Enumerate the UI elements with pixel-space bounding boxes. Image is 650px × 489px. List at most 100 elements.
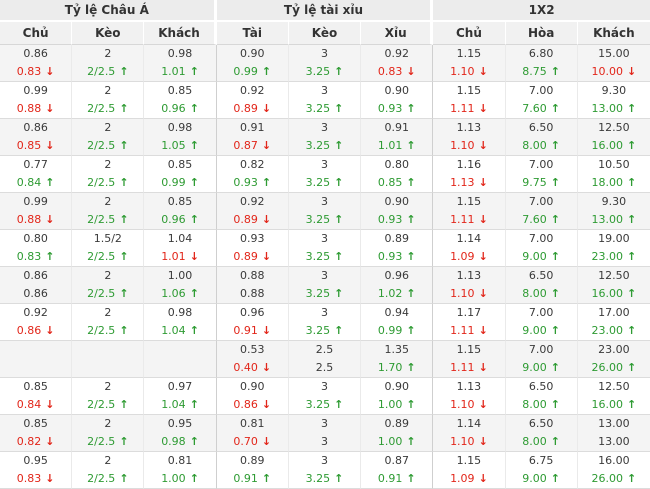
live-odds-value: 9.00 ↑ (506, 470, 577, 488)
up-arrow-icon: ↑ (550, 472, 560, 485)
live-odds-value: 8.00 ↑ (506, 137, 577, 155)
odds-number: 2/2.5 (87, 102, 116, 115)
down-arrow-icon: ↓ (261, 361, 272, 374)
up-arrow-icon: ↑ (189, 176, 199, 189)
odds-number: 8.00 (522, 139, 547, 152)
odds-cell: 0.85 0.96 ↑ (144, 82, 217, 119)
opening-odds-value: 2 (104, 195, 112, 208)
odds-cell: 15.00 10.00 ↓ (577, 45, 650, 82)
up-arrow-icon: ↑ (627, 472, 637, 485)
odds-number: 1.01 (161, 250, 186, 263)
opening-odds-value: 1.15 (456, 47, 482, 60)
up-arrow-icon: ↑ (119, 176, 129, 189)
down-arrow-icon: ↓ (478, 176, 488, 189)
column-header-6: Xỉu (361, 22, 434, 45)
opening-odds-value: 2 (104, 269, 112, 282)
odds-row-8: 0.92 0.86 ↓ 2 2/2.5 ↑ 0.98 1.04 ↑ 0.96 0.91 ↓ 3 3.25 ↑… (0, 304, 650, 341)
up-arrow-icon: ↑ (627, 250, 637, 263)
live-odds-value: 1.09 ↓ (433, 470, 504, 488)
live-odds-value: 0.83 ↓ (361, 63, 432, 81)
up-arrow-icon: ↑ (334, 65, 344, 78)
up-arrow-icon: ↑ (550, 435, 560, 448)
up-arrow-icon: ↑ (119, 139, 129, 152)
odds-cell: 0.86 0.83 ↓ (0, 45, 73, 82)
live-odds-value: 0.83 ↓ (0, 63, 71, 81)
live-odds-value: 0.91 ↑ (217, 470, 288, 488)
live-odds-value: 9.75 ↑ (506, 174, 577, 192)
opening-odds-value: 0.99 (23, 84, 48, 97)
odds-cell: 2 2/2.5 ↑ (72, 82, 145, 119)
odds-cell: 1.15 1.11 ↓ (433, 341, 506, 378)
odds-number: 0.84 (16, 398, 42, 411)
odds-number: 3.25 (305, 213, 331, 226)
live-odds-value: 3.25 ↑ (289, 211, 360, 229)
opening-odds-value: 0.98 (167, 47, 193, 60)
odds-cell: 0.85 0.82 ↓ (0, 415, 73, 452)
odds-cell: 13.00 13.00 (577, 415, 650, 452)
live-odds-value: 18.00 ↑ (578, 174, 650, 192)
opening-odds-value: 0.80 (23, 232, 48, 245)
odds-cell: 0.99 0.88 ↓ (0, 82, 73, 119)
opening-odds-value: 0.77 (23, 158, 48, 171)
live-odds-value: 1.00 ↑ (361, 433, 432, 451)
odds-number: 0.85 (377, 176, 403, 189)
odds-cell: 0.92 0.83 ↓ (361, 45, 434, 82)
opening-odds-value: 2 (104, 84, 112, 97)
opening-odds-value: 0.96 (240, 306, 265, 319)
odds-number: 1.11 (450, 213, 475, 226)
odds-cell: 1.15 1.10 ↓ (433, 45, 506, 82)
live-odds-value: 1.10 ↓ (433, 137, 504, 155)
odds-cell: 0.95 0.83 ↓ (0, 452, 73, 489)
opening-odds-value: 1.15 (456, 343, 482, 356)
up-arrow-icon: ↑ (550, 287, 560, 300)
live-odds-value: 3.25 ↑ (289, 137, 360, 155)
opening-odds-value: 0.86 (23, 121, 48, 134)
odds-cell: 1.14 1.09 ↓ (433, 230, 506, 267)
opening-odds-value: 0.95 (23, 454, 48, 467)
live-odds-value: 0.83 ↑ (0, 248, 71, 266)
live-odds-value: 3.25 ↑ (289, 285, 360, 303)
opening-odds-value: 2 (104, 417, 112, 430)
odds-number: 0.87 (233, 139, 258, 152)
down-arrow-icon: ↓ (478, 435, 488, 448)
odds-number: 1.00 (377, 435, 403, 448)
opening-odds-value: 0.85 (167, 195, 193, 208)
odds-row-1: 0.86 0.83 ↓ 2 2/2.5 ↑ 0.98 1.01 ↑ 0.90 0.99 ↑ 3 3.25 ↑… (0, 45, 650, 82)
opening-odds-value: 7.00 (528, 343, 554, 356)
odds-number: 0.99 (233, 65, 258, 78)
opening-odds-value: 12.50 (598, 380, 630, 393)
odds-cell: 2 2/2.5 ↑ (72, 267, 145, 304)
odds-number: 0.91 (233, 324, 258, 337)
column-header-2: Kèo (72, 22, 145, 45)
odds-cell: 1.15 1.11 ↓ (433, 193, 506, 230)
odds-cell: 1.17 1.11 ↓ (433, 304, 506, 341)
opening-odds-value: 6.50 (528, 417, 554, 430)
odds-cell: 2 2/2.5 ↑ (72, 119, 145, 156)
opening-odds-value: 0.98 (167, 121, 193, 134)
live-odds-value: 0.89 ↓ (217, 248, 288, 266)
odds-cell: 16.00 26.00 ↑ (577, 452, 650, 489)
opening-odds-value: 1.35 (384, 343, 409, 356)
live-odds-value: 23.00 ↑ (578, 322, 650, 340)
live-odds-value: 0.89 ↓ (217, 100, 288, 118)
odds-cell: 3 3.25 ↑ (288, 304, 362, 341)
odds-cell: 0.92 0.89 ↓ (216, 82, 289, 119)
odds-number: 13.00 (591, 213, 624, 226)
odds-cell: 0.94 0.99 ↑ (361, 304, 434, 341)
odds-cell: 1.13 1.10 ↓ (433, 267, 506, 304)
opening-odds-value: 10.50 (598, 158, 630, 171)
opening-odds-value: 0.86 (23, 47, 48, 60)
up-arrow-icon: ↑ (550, 139, 560, 152)
up-arrow-icon: ↑ (550, 65, 560, 78)
odds-number: 0.83 (16, 65, 42, 78)
odds-cell: 7.00 9.00 ↑ (505, 341, 578, 378)
odds-cell (72, 341, 145, 378)
up-arrow-icon: ↑ (189, 324, 199, 337)
opening-odds-value: 1.15 (456, 195, 482, 208)
up-arrow-icon: ↑ (406, 398, 416, 411)
down-arrow-icon: ↓ (478, 324, 488, 337)
down-arrow-icon: ↓ (261, 324, 272, 337)
up-arrow-icon: ↑ (189, 139, 199, 152)
down-arrow-icon: ↓ (627, 65, 637, 78)
odds-number: 1.04 (161, 324, 186, 337)
